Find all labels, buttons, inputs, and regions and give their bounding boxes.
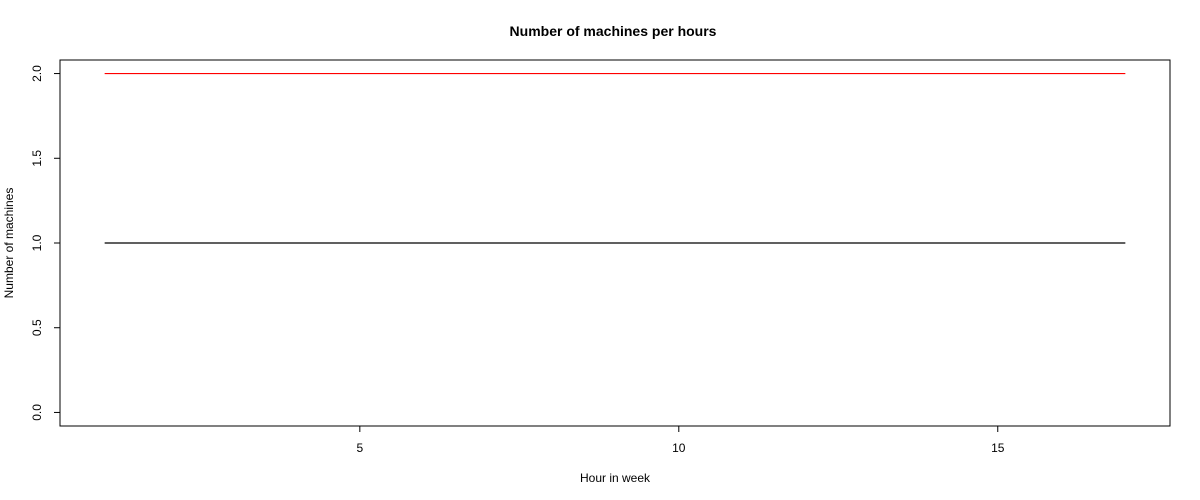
y-tick-label-2: 2.0 — [30, 65, 44, 82]
series-layer — [104, 72, 1126, 244]
y-axis: 0.0 0.5 1.0 1.5 2.0 — [30, 65, 60, 421]
y-tick-label-0: 0.0 — [30, 404, 44, 421]
x-tick-label-10: 10 — [672, 441, 686, 455]
x-tick-label-5: 5 — [356, 441, 363, 455]
x-axis-label: Hour in week — [580, 471, 651, 485]
chart-title: Number of machines per hours — [510, 23, 717, 39]
x-axis: 5 10 15 — [356, 426, 1005, 455]
y-tick-label-1: 1.0 — [30, 234, 44, 251]
y-axis-label: Number of machines — [2, 188, 16, 299]
y-tick-label-0-5: 0.5 — [30, 319, 44, 336]
y-tick-label-1-5: 1.5 — [30, 150, 44, 167]
x-tick-label-15: 15 — [991, 441, 1005, 455]
